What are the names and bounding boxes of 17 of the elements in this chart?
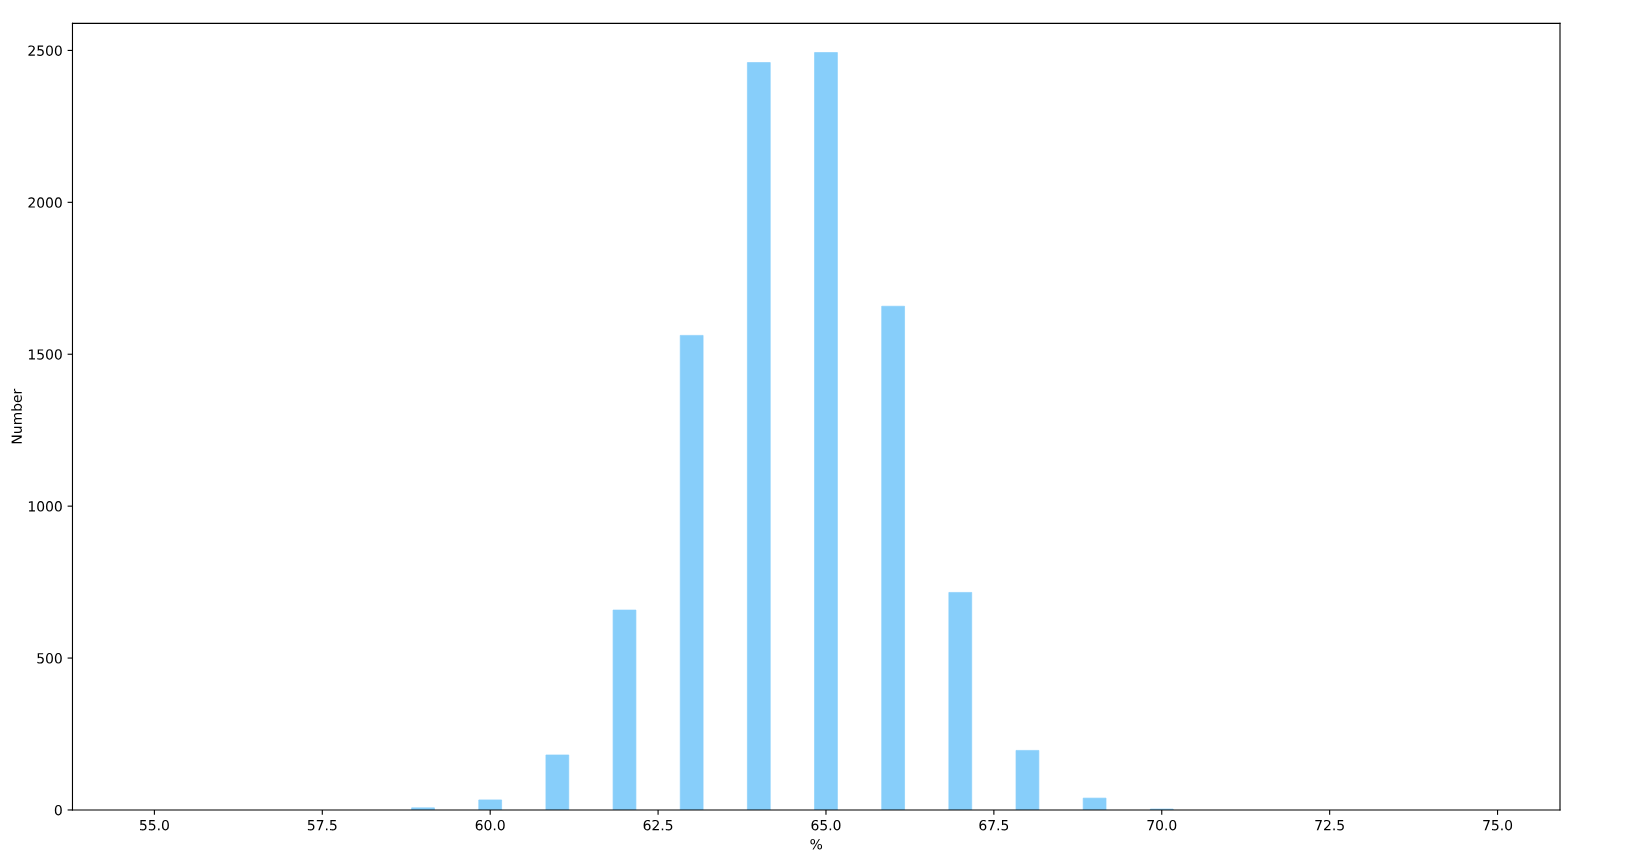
x-axis-title: % [810,838,823,850]
x-tick-label: 60.0 [475,819,505,831]
y-tick-label: 1000 [28,501,62,512]
y-tick-label: 2000 [28,197,62,208]
x-tick-label: 57.5 [307,820,337,831]
y-tick-label: 2500 [28,45,62,56]
y-axis-title: Number [11,388,22,444]
y-tick-label: 1500 [28,349,62,360]
x-tick-label: 65.0 [811,819,841,831]
y-tick-label: 500 [37,653,62,664]
x-tick-label: 67.5 [979,819,1009,831]
x-tick-label: 70.0 [1147,819,1177,831]
x-tick-label: 55.0 [140,819,169,831]
x-tick-label: 62.5 [643,819,673,831]
x-tick-label: 75.0 [1483,819,1513,831]
x-tick-label: 72.5 [1315,819,1344,831]
y-tick-label: 0 [54,804,62,816]
